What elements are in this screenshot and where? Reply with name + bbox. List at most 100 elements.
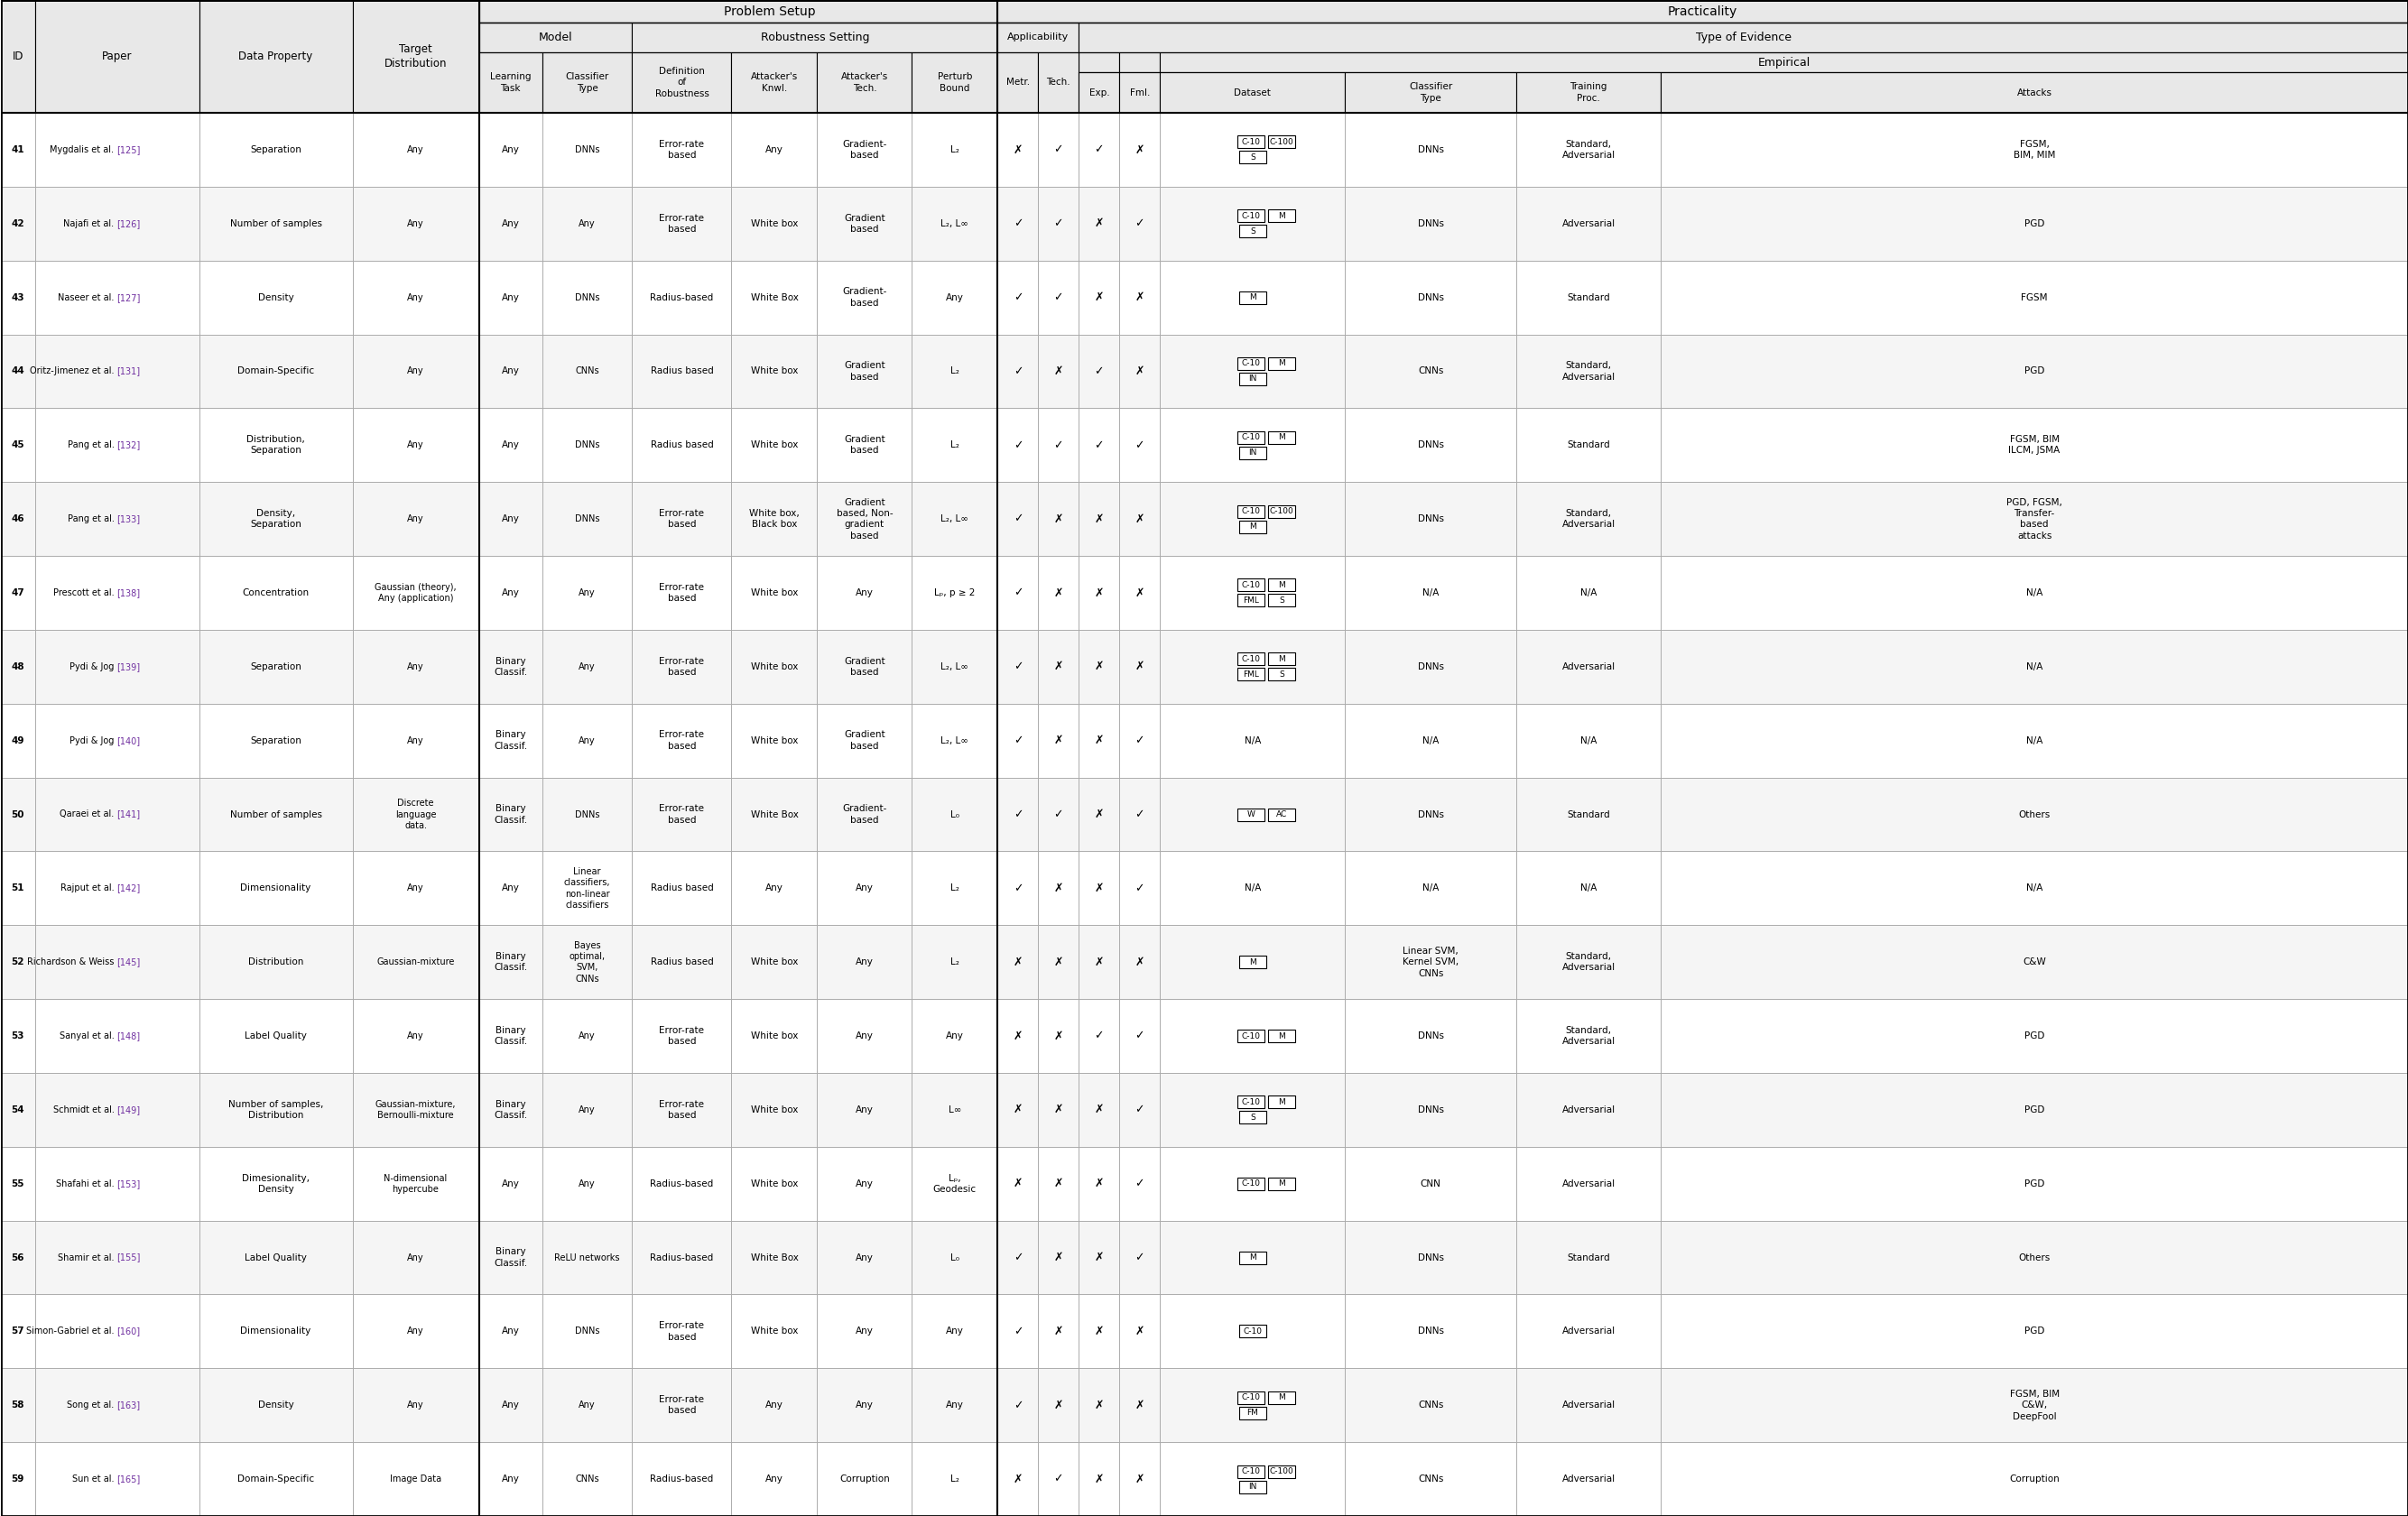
Text: Any: Any — [855, 1105, 874, 1114]
Text: ✗: ✗ — [1093, 1104, 1103, 1116]
Text: Any: Any — [407, 1326, 424, 1336]
Bar — [913, 1369, 997, 1442]
Text: N/A: N/A — [1245, 737, 1262, 744]
Text: DNNs: DNNs — [576, 1326, 600, 1336]
Text: DNNs: DNNs — [576, 514, 600, 523]
Text: Robustness Setting: Robustness Setting — [761, 32, 869, 44]
Bar — [352, 1369, 479, 1442]
Bar — [479, 1146, 542, 1220]
Text: N/A: N/A — [2025, 884, 2042, 893]
Text: Definition
of
Robustness: Definition of Robustness — [655, 67, 708, 99]
Text: Standard,
Adversarial: Standard, Adversarial — [1563, 952, 1616, 972]
Text: ✓: ✓ — [1055, 144, 1064, 156]
Text: ✓: ✓ — [1093, 365, 1103, 377]
Bar — [352, 629, 479, 703]
Text: Error-rate
based: Error-rate based — [660, 139, 706, 159]
Text: Practicality: Practicality — [1669, 5, 1739, 18]
Bar — [352, 1295, 479, 1369]
Bar — [1269, 594, 1296, 606]
Bar — [1161, 629, 1346, 703]
Bar — [352, 852, 479, 925]
Bar — [1161, 408, 1346, 482]
Text: Gradient-
based: Gradient- based — [843, 288, 886, 308]
Bar — [1238, 579, 1264, 591]
Text: N/A: N/A — [1580, 737, 1597, 744]
Bar — [997, 482, 1038, 556]
Bar — [997, 1073, 1038, 1146]
Bar — [913, 112, 997, 186]
Text: Standard,
Adversarial: Standard, Adversarial — [1563, 509, 1616, 529]
Text: Any: Any — [855, 1031, 874, 1040]
Bar — [34, 261, 200, 335]
Text: ✓: ✓ — [1134, 808, 1144, 820]
Text: Gradient
based, Non-
gradient
based: Gradient based, Non- gradient based — [836, 497, 893, 540]
Text: Any: Any — [501, 1401, 520, 1410]
Bar — [1269, 1029, 1296, 1043]
Bar — [479, 261, 542, 335]
Bar — [997, 1146, 1038, 1220]
Bar — [0, 703, 34, 778]
Text: C-10: C-10 — [1240, 359, 1259, 368]
Bar — [1079, 53, 1120, 73]
Text: White box: White box — [751, 588, 797, 597]
Text: Any: Any — [578, 1031, 595, 1040]
Text: C-10: C-10 — [1240, 581, 1259, 590]
Text: C-100: C-100 — [1269, 138, 1293, 146]
Bar — [1038, 335, 1079, 408]
Bar — [1038, 408, 1079, 482]
Bar — [479, 703, 542, 778]
Text: M: M — [1279, 1393, 1286, 1402]
Text: ✓: ✓ — [1014, 218, 1023, 229]
Bar — [1238, 1392, 1264, 1404]
Bar — [479, 23, 633, 53]
Text: S: S — [1250, 227, 1255, 235]
Text: ✗: ✗ — [1134, 144, 1144, 156]
Text: Lₚ, p ≥ 2: Lₚ, p ≥ 2 — [934, 588, 975, 597]
Bar — [1238, 653, 1264, 666]
Text: White box: White box — [751, 1326, 797, 1336]
Bar — [1517, 778, 1662, 852]
Bar — [1346, 186, 1517, 261]
Bar — [997, 186, 1038, 261]
Text: Model: Model — [539, 32, 573, 44]
Text: ✗: ✗ — [1014, 957, 1023, 969]
Bar — [1346, 261, 1517, 335]
Bar — [479, 482, 542, 556]
Text: Error-rate
based: Error-rate based — [660, 1099, 706, 1120]
Bar — [913, 629, 997, 703]
Text: Najafi et al.: Najafi et al. — [63, 220, 118, 227]
Bar — [1240, 955, 1267, 969]
Text: [125]: [125] — [118, 146, 140, 155]
Bar — [1120, 1220, 1161, 1295]
Text: N/A: N/A — [1423, 588, 1440, 597]
Bar — [34, 482, 200, 556]
Bar — [1662, 1442, 2408, 1516]
Bar — [1517, 925, 1662, 999]
Bar — [1161, 556, 1346, 629]
Text: Error-rate
based: Error-rate based — [660, 1395, 706, 1416]
Bar — [1662, 629, 2408, 703]
Bar — [1240, 447, 1267, 459]
Bar — [1120, 1073, 1161, 1146]
Text: M: M — [1279, 212, 1286, 220]
Bar — [1662, 852, 2408, 925]
Text: Error-rate
based: Error-rate based — [660, 582, 706, 603]
Text: 53: 53 — [12, 1031, 24, 1040]
Text: ✓: ✓ — [1014, 1399, 1023, 1411]
Bar — [633, 778, 732, 852]
Text: Simon-Gabriel et al.: Simon-Gabriel et al. — [26, 1326, 118, 1336]
Text: M: M — [1279, 655, 1286, 662]
Text: 43: 43 — [12, 293, 24, 302]
Text: Gradient
based: Gradient based — [843, 361, 886, 382]
Text: C-10: C-10 — [1240, 1179, 1259, 1187]
Text: Domain-Specific: Domain-Specific — [238, 1475, 313, 1484]
Text: 55: 55 — [12, 1179, 24, 1189]
Bar — [997, 1442, 1038, 1516]
Bar — [352, 0, 479, 112]
Text: Separation: Separation — [250, 737, 301, 744]
Text: Any: Any — [407, 441, 424, 450]
Bar — [542, 186, 633, 261]
Text: Binary
Classif.: Binary Classif. — [494, 1248, 527, 1267]
Bar — [1120, 1369, 1161, 1442]
Bar — [352, 1442, 479, 1516]
